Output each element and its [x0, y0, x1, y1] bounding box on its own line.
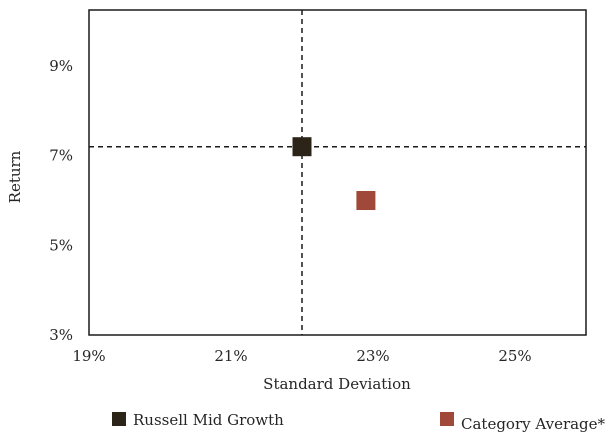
legend-swatch — [440, 412, 454, 426]
y-tick-label: 7% — [49, 147, 73, 165]
y-axis-ticks: 3% 5% 7% 9% — [49, 57, 73, 344]
legend-label: Category Average* — [461, 415, 606, 433]
legend-label: Russell Mid Growth — [133, 411, 284, 429]
y-tick-label: 3% — [49, 326, 73, 344]
legend: Russell Mid Growth Category Average* — [112, 411, 606, 433]
data-point-russell-mid-growth — [292, 137, 312, 157]
data-points — [292, 137, 376, 210]
crosshair-layer — [89, 10, 586, 335]
x-tick-label: 23% — [356, 347, 389, 365]
x-tick-label: 25% — [498, 347, 531, 365]
legend-swatch — [112, 412, 126, 426]
x-axis-title: Standard Deviation — [263, 375, 411, 393]
y-tick-label: 9% — [49, 57, 73, 75]
y-tick-label: 5% — [49, 236, 73, 254]
x-tick-label: 19% — [72, 347, 105, 365]
plot-area — [88, 9, 587, 336]
x-axis-ticks: 19% 21% 23% 25% — [72, 347, 531, 365]
y-axis-title: Return — [6, 150, 24, 203]
data-point-category-average — [356, 191, 376, 210]
x-tick-label: 21% — [214, 347, 247, 365]
